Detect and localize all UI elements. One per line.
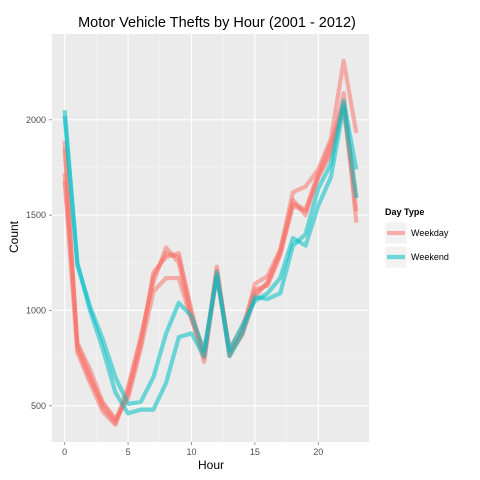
series-line-weekend [62, 104, 359, 406]
chart-title: Motor Vehicle Thefts by Hour (2001 - 201… [78, 15, 356, 31]
y-axis-title: Count [7, 220, 21, 253]
x-tick-label: 0 [62, 447, 67, 457]
y-axis: 500 1000 1500 2000 [26, 115, 52, 411]
x-tick-label: 5 [126, 447, 131, 457]
series-layer [62, 58, 359, 427]
x-tick-label: 10 [186, 447, 196, 457]
plot-panel [52, 34, 369, 442]
legend-label-weekday: Weekday [411, 228, 449, 238]
y-tick-label: 500 [31, 401, 46, 411]
y-tick-label: 1500 [26, 210, 46, 220]
legend-label-weekend: Weekend [411, 252, 449, 262]
legend: Day Type Weekday Weekend [384, 207, 449, 269]
y-tick-label: 1000 [26, 305, 46, 315]
x-axis-title: Hour [198, 458, 224, 472]
legend-items: Weekday Weekend [384, 221, 449, 269]
x-tick-label: 15 [250, 447, 260, 457]
x-tick-label: 20 [313, 447, 323, 457]
x-axis: 0 5 10 15 20 [62, 442, 323, 457]
y-tick-label: 2000 [26, 115, 46, 125]
legend-title: Day Type [385, 207, 424, 217]
